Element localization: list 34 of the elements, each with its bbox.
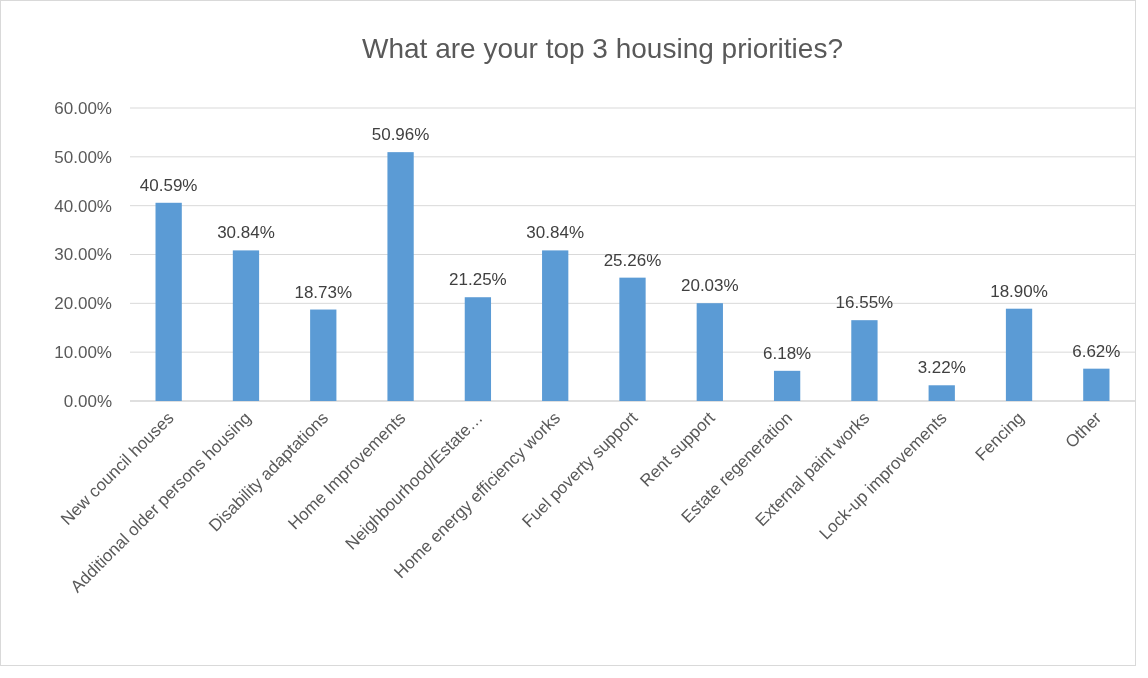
bar [542,250,569,401]
data-label: 6.18% [763,343,812,363]
data-label: 50.96% [371,125,430,145]
y-tick-label: 10.00% [54,343,112,363]
y-tick-label: 40.00% [54,196,112,216]
data-label: 3.22% [917,358,966,378]
data-label: 30.84% [217,223,275,243]
bar [155,202,182,401]
bar [696,303,723,401]
bar [1083,368,1110,401]
data-label: 25.26% [603,250,662,270]
bar [310,309,337,401]
bar [1005,308,1033,401]
data-label: 16.55% [835,293,894,313]
data-label: 18.73% [294,282,353,302]
data-label: 40.59% [139,175,198,195]
bar [773,370,801,401]
data-label: 21.25% [449,270,507,290]
data-label: 30.84% [526,223,585,243]
bar [387,152,414,401]
data-label: 20.03% [680,276,739,296]
data-label: 18.90% [990,281,1048,301]
chart-title: What are your top 3 housing priorities? [362,33,843,64]
y-tick-label: 60.00% [54,98,112,118]
y-tick-label: 30.00% [54,245,112,265]
y-tick-label: 50.00% [54,147,112,167]
bar [232,250,260,401]
bar [851,320,878,401]
bar [619,277,646,401]
y-tick-label: 20.00% [54,294,112,314]
data-label: 6.62% [1072,341,1121,361]
bar [928,385,955,401]
bar [464,297,492,401]
y-tick-label: 0.00% [63,391,112,411]
